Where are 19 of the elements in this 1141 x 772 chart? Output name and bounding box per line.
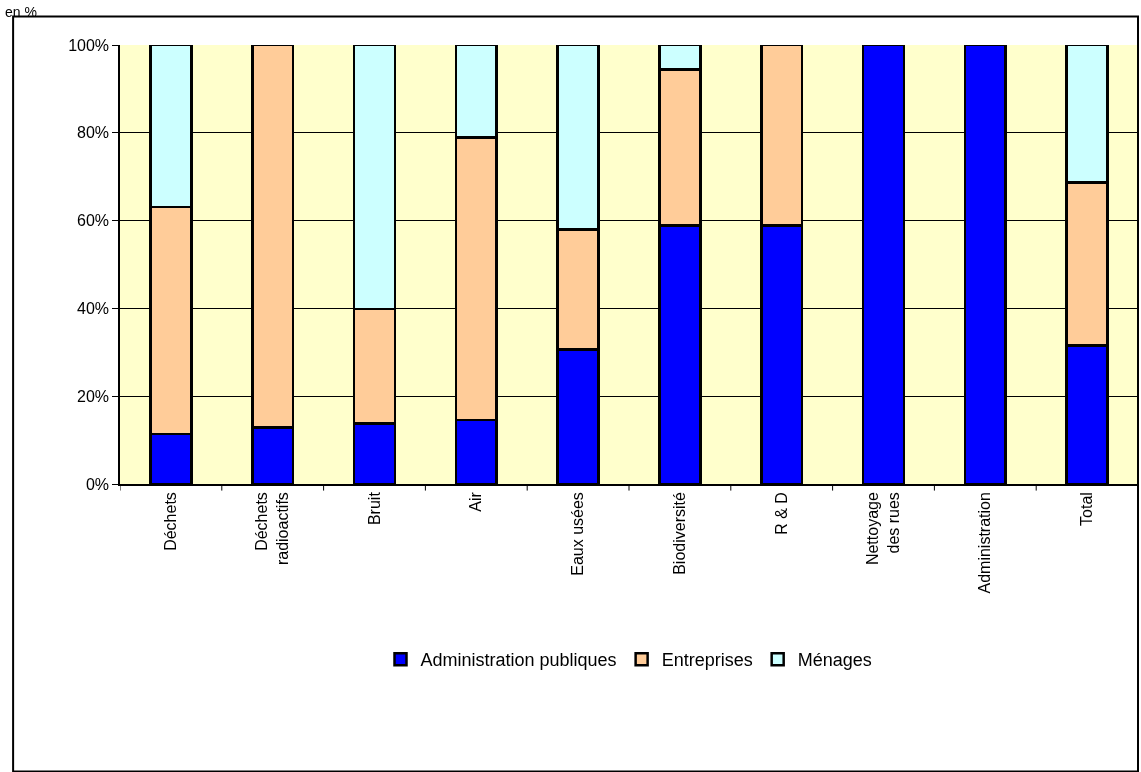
legend-label: Administration publiques bbox=[420, 650, 617, 671]
x-tick-label: Nettoyage des rues bbox=[864, 492, 903, 566]
y-tick-label: 40% bbox=[77, 300, 110, 317]
y-tick-label: 100% bbox=[68, 36, 110, 54]
x-tick-label: Bruit bbox=[365, 491, 383, 526]
x-tick-label: R & D bbox=[772, 492, 790, 535]
x-tick-label: Air bbox=[467, 491, 485, 512]
legend-label: Entreprises bbox=[661, 650, 753, 671]
x-tick-label: Déchets bbox=[162, 492, 180, 551]
y-tick-label: 80% bbox=[77, 124, 110, 142]
x-tick-label: Déchets radioactifs bbox=[253, 492, 292, 566]
x-tick-label: Total bbox=[1078, 492, 1096, 526]
legend-label: Ménages bbox=[797, 650, 872, 671]
y-tick-label: 60% bbox=[77, 212, 110, 230]
x-tick-label: Eaux usées bbox=[569, 492, 587, 576]
x-tick-label: Administration bbox=[976, 492, 994, 594]
y-tick-label: 0% bbox=[85, 475, 110, 493]
x-tick-label: Biodiversité bbox=[671, 492, 689, 575]
y-tick-label: 20% bbox=[77, 387, 110, 405]
